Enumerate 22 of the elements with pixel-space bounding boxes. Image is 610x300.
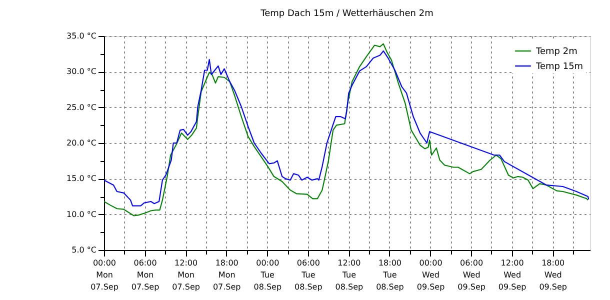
y-tick-label: 35.0 °C: [66, 32, 97, 40]
x-tick-label: 18:00 Mon 07.Sep: [212, 258, 241, 292]
y-tick-label: 10.0 °C: [66, 210, 97, 219]
y-tick-label: 15.0 °C: [66, 174, 97, 184]
x-tick-label: 06:00 Tue 08.Sep: [294, 258, 322, 292]
x-tick-label: 12:00 Mon 07.Sep: [172, 258, 200, 292]
legend-label: Temp 2m: [535, 47, 578, 57]
y-tick-label: 20.0 °C: [66, 138, 97, 148]
legend-label: Temp 15m: [535, 62, 584, 72]
x-tick-label: 18:00 Wed 09.Sep: [539, 258, 568, 292]
x-tick-label: 12:00 Wed 09.Sep: [498, 258, 526, 292]
y-tick-label: 25.0 °C: [66, 102, 97, 112]
x-tick-label: 00:00 Wed 09.Sep: [416, 258, 445, 292]
x-tick-label: 12:00 Tue 08.Sep: [335, 258, 364, 292]
x-tick-label: 18:00 Tue 08.Sep: [376, 258, 404, 292]
x-tick-label: 00:00 Mon 07.Sep: [90, 258, 118, 292]
x-tick-label: 06:00 Mon 07.Sep: [131, 258, 160, 292]
x-tick-label: 06:00 Wed 09.Sep: [458, 258, 486, 292]
chart-title: Temp Dach 15m / Wetterhäuschen 2m: [260, 9, 434, 19]
x-tick-label: 00:00 Tue 08.Sep: [254, 258, 282, 292]
y-tick-label: 5.0 °C: [72, 246, 97, 254]
y-tick-label: 30.0 °C: [66, 67, 97, 76]
